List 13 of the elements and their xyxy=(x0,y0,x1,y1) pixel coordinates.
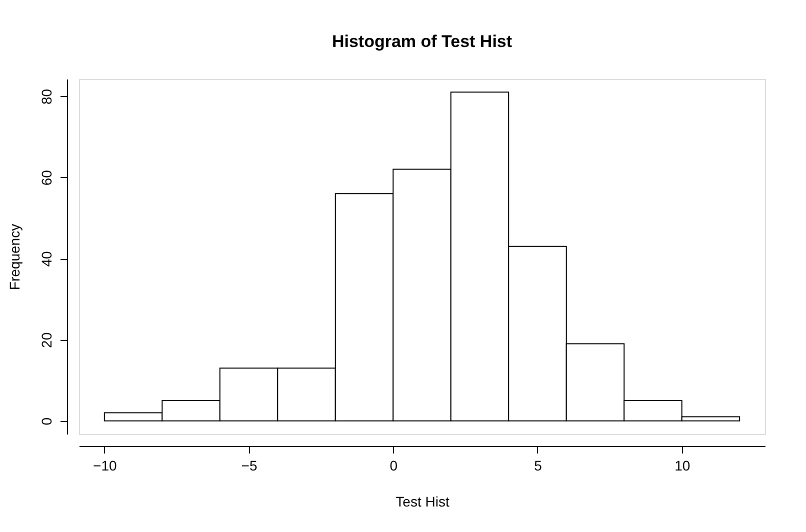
x-axis-title: Test Hist xyxy=(396,494,450,510)
x-tick-label: 0 xyxy=(390,458,398,474)
x-tick-label: −10 xyxy=(93,458,117,474)
x-tick-label: 5 xyxy=(534,458,542,474)
y-tick-label: 60 xyxy=(38,170,54,186)
y-tick-label: 80 xyxy=(38,88,54,104)
x-tick-label: −5 xyxy=(241,458,258,474)
y-tick-label: 20 xyxy=(38,332,54,348)
y-axis-title: Frequency xyxy=(6,224,22,290)
x-tick-label: 10 xyxy=(674,458,690,474)
chart-title: Histogram of Test Hist xyxy=(332,32,512,51)
y-tick-label: 0 xyxy=(38,417,54,426)
y-tick-label: 40 xyxy=(38,251,54,267)
